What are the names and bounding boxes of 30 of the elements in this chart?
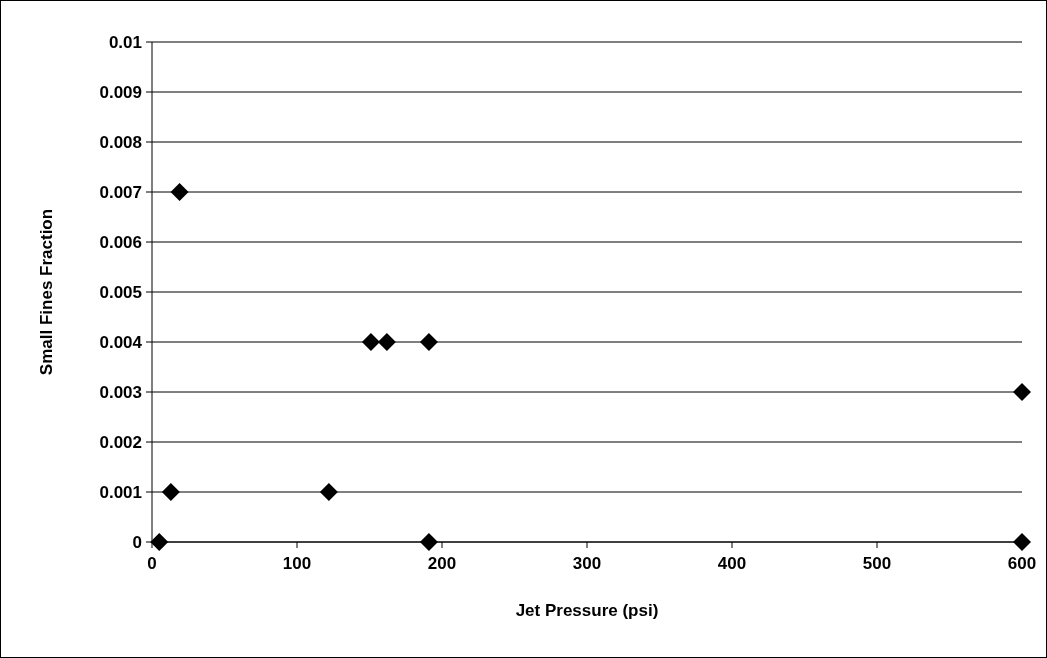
x-tick-label: 300 <box>572 554 602 573</box>
y-tick-label: 0.001 <box>99 482 142 502</box>
y-tick-label: 0 <box>132 532 142 552</box>
point <box>419 533 438 551</box>
point <box>161 483 180 501</box>
point <box>319 483 338 501</box>
x-tick-label: 500 <box>862 554 892 573</box>
point <box>1013 383 1031 401</box>
x-tick-label: 200 <box>427 554 457 573</box>
y-tick-label: 0.007 <box>99 182 142 202</box>
y-tick-label: 0.009 <box>99 82 142 102</box>
y-tick-label: 0.003 <box>99 382 142 402</box>
y-tick-label: 0.006 <box>99 232 142 252</box>
y-tick-label: 0.004 <box>99 332 143 352</box>
x-tick-label: 600 <box>1007 554 1037 573</box>
point <box>377 333 396 351</box>
x-tick-label: 0 <box>147 554 157 573</box>
x-axis-title: Jet Pressure (psi) <box>515 601 659 620</box>
y-tick-label: 0.008 <box>99 132 142 152</box>
y-axis-title: Small Fines Fraction <box>37 208 56 376</box>
point <box>170 183 189 201</box>
x-tick-label: 400 <box>717 554 747 573</box>
point <box>1013 533 1031 551</box>
x-tick-label: 100 <box>282 554 312 573</box>
point <box>419 333 438 351</box>
y-tick-label: 0.002 <box>99 432 142 452</box>
y-tick-label: 0.005 <box>99 282 142 302</box>
point <box>361 333 380 351</box>
y-tick-label: 0.01 <box>108 32 142 52</box>
point <box>150 533 169 551</box>
